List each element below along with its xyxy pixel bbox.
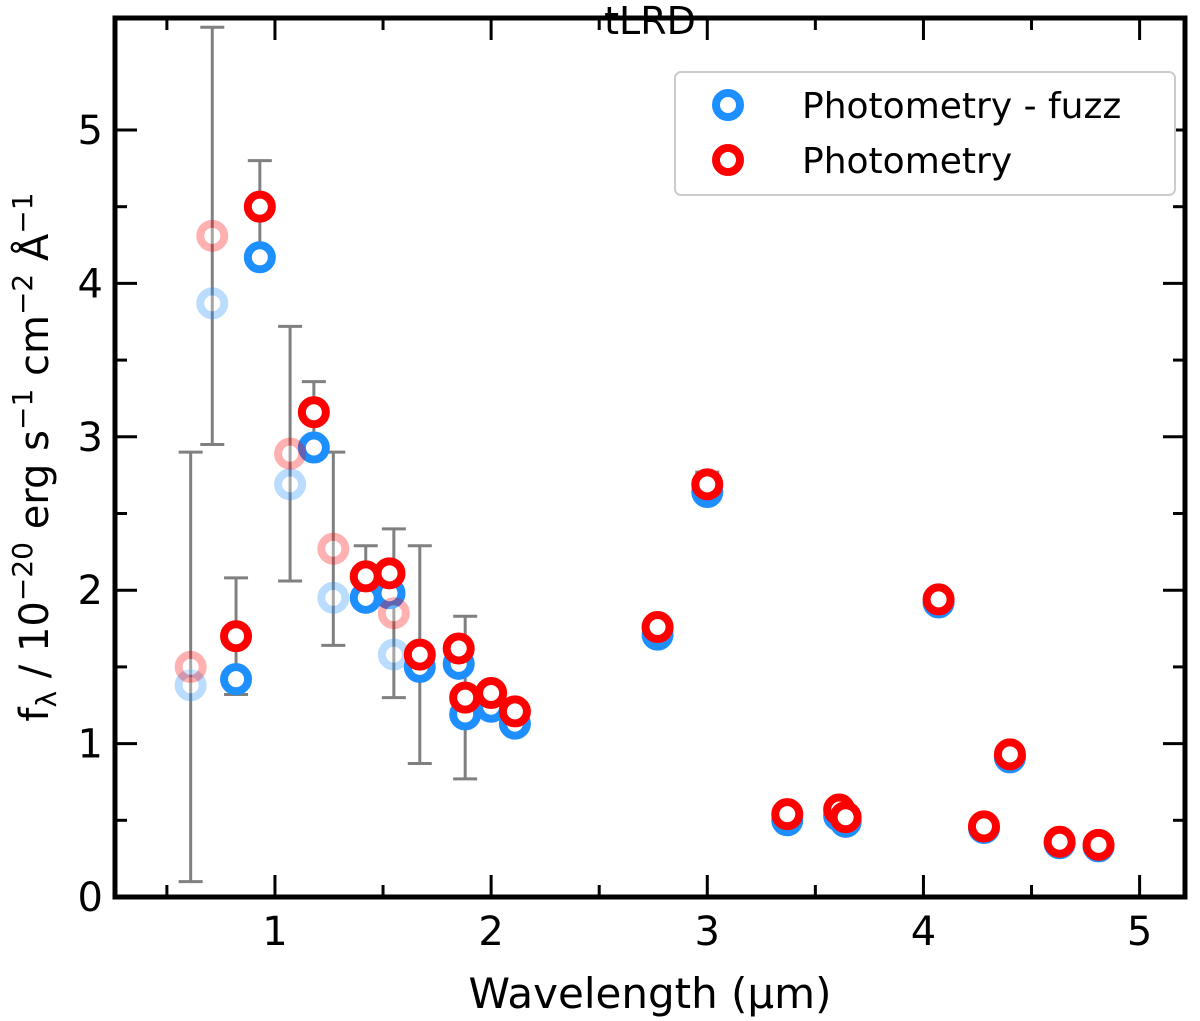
error-bar xyxy=(381,527,406,700)
x-tick-label: 5 xyxy=(1127,909,1152,955)
error-bar xyxy=(278,324,303,583)
data-point xyxy=(373,557,406,590)
x-tick-label: 3 xyxy=(695,909,720,955)
data-point xyxy=(475,676,508,709)
data-point xyxy=(829,801,862,834)
x-tick-label: 2 xyxy=(478,909,503,955)
legend: Photometry - fuzz Photometry xyxy=(674,71,1176,196)
data-point xyxy=(196,219,229,252)
data-point xyxy=(317,581,350,614)
legend-label: Photometry xyxy=(802,141,1012,182)
plot-frame xyxy=(112,15,1188,900)
data-point xyxy=(220,620,253,653)
y-label-part: λ xyxy=(30,691,63,708)
x-axis-label: Wavelength (μm) xyxy=(469,969,832,1018)
y-label-part: cm xyxy=(12,315,58,389)
y-tick-label: 5 xyxy=(78,108,103,154)
y-label-part: −20 xyxy=(6,542,39,601)
data-point xyxy=(297,396,330,429)
chart-title: tLRD xyxy=(604,0,696,43)
legend-box xyxy=(674,71,1176,196)
data-point xyxy=(317,532,350,565)
x-tick-label: 1 xyxy=(262,909,287,955)
data-point xyxy=(403,638,436,671)
data-point xyxy=(174,669,207,702)
y-label-part: / 10 xyxy=(12,601,58,691)
y-label-part: Å xyxy=(10,233,58,274)
data-point xyxy=(243,241,276,274)
data-point xyxy=(641,611,674,644)
data-point xyxy=(691,468,724,501)
x-tick-label: 4 xyxy=(911,909,936,955)
data-point xyxy=(442,632,475,665)
data-point xyxy=(922,583,955,616)
y-tick-label: 0 xyxy=(78,875,103,921)
legend-marker xyxy=(712,144,744,176)
y-tick-label: 3 xyxy=(78,415,103,461)
data-point xyxy=(1043,825,1076,858)
error-bar xyxy=(200,25,225,446)
data-point xyxy=(449,681,482,714)
data-point xyxy=(967,810,1000,843)
y-tick-label: 1 xyxy=(78,722,103,768)
y-label-part: erg s xyxy=(12,430,58,542)
data-point xyxy=(174,650,207,683)
data-point xyxy=(274,468,307,501)
data-point xyxy=(377,597,410,630)
y-label-part: f xyxy=(12,707,58,722)
legend-marker xyxy=(712,89,744,121)
y-label-part: −1 xyxy=(6,389,39,430)
data-point xyxy=(274,437,307,470)
error-bar xyxy=(178,450,203,884)
data-point xyxy=(498,695,531,728)
data-point xyxy=(220,663,253,696)
data-point xyxy=(1082,828,1115,861)
y-label-part: −1 xyxy=(6,192,39,233)
legend-label: Photometry - fuzz xyxy=(802,86,1121,127)
y-axis-label: fλ / 10−20 erg s−1 cm−2 Å−1 xyxy=(6,192,63,721)
data-point xyxy=(297,431,330,464)
y-tick-label: 4 xyxy=(78,261,103,307)
data-point xyxy=(196,287,229,320)
data-point xyxy=(771,798,804,831)
data-point xyxy=(243,190,276,223)
data-point xyxy=(377,638,410,671)
y-tick-label: 2 xyxy=(78,568,103,614)
data-point xyxy=(993,738,1026,771)
y-label-part: −2 xyxy=(6,274,39,315)
